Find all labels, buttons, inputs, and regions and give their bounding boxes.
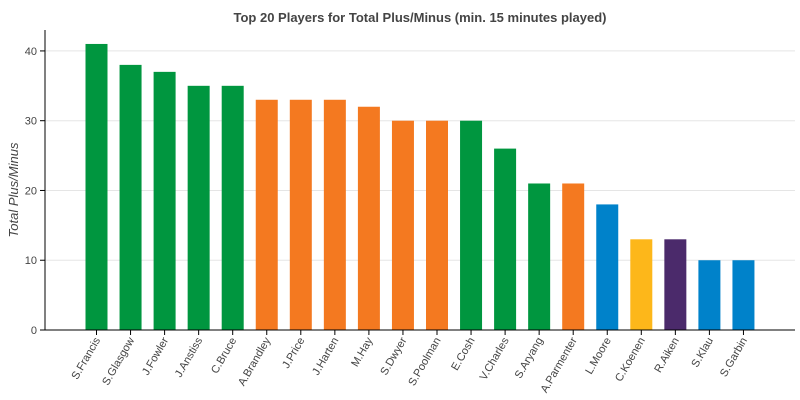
bar-e-cosh (460, 120, 483, 330)
x-tick-label: S.Dwyer (378, 335, 409, 377)
y-tick-label: 30 (25, 116, 37, 128)
bar-s-glasgow (119, 64, 142, 330)
bar-r-aiken (664, 239, 687, 330)
x-tick-label: J.Price (280, 336, 307, 371)
x-tick-label: S.Francis (69, 335, 103, 382)
x-tick-label: C.Bruce (209, 336, 239, 376)
x-tick-label: S.Poolman (406, 336, 443, 389)
x-tick-label: M.Hay (349, 335, 376, 369)
x-tick-label: R.Aiken (652, 336, 682, 375)
x-tick-label: J.Anstiss (173, 335, 206, 380)
bar-s-francis (85, 43, 108, 330)
x-tick-label: E.Cosh (449, 336, 477, 373)
bar-v-charles (494, 148, 517, 330)
y-tick-label: 20 (25, 185, 37, 197)
bar-s-poolman (426, 120, 448, 330)
bar-a-brandley (255, 99, 278, 330)
bar-c-koenen (630, 239, 653, 330)
bars (85, 43, 755, 330)
bar-s-dwyer (391, 120, 414, 330)
x-tick-label: S.Klau (689, 336, 716, 370)
x-tick-label: V.Charles (478, 335, 512, 382)
y-ticks: 0 10 20 30 40 (25, 46, 45, 337)
bar-a-parmenter (562, 183, 585, 330)
x-tick-label: C.Koenen (613, 336, 648, 384)
x-tick-label: S.Garbin (718, 336, 750, 380)
y-tick-label: 0 (31, 325, 37, 337)
x-tick-label: J.Harten (310, 336, 341, 378)
chart-title: Top 20 Players for Total Plus/Minus (min… (234, 10, 607, 25)
x-tick-label: S.Glasgow (100, 335, 137, 387)
bar-j-anstiss (187, 85, 210, 330)
bar-s-garbin (732, 260, 755, 330)
x-tick-label: A.Parmenter (539, 335, 580, 395)
bar-m-hay (357, 106, 380, 330)
x-tick-label: J.Fowler (140, 335, 171, 377)
x-tick-label: L.Moore (583, 336, 614, 377)
y-tick-label: 40 (25, 46, 37, 58)
y-tick-label: 10 (25, 255, 37, 267)
x-tick-label: A.Brandley (236, 335, 274, 388)
bar-s-aryang (528, 183, 551, 330)
y-axis-label: Total Plus/Minus (6, 142, 21, 237)
bar-j-harten (323, 99, 346, 330)
bar-l-moore (596, 204, 619, 330)
bar-j-fowler (153, 71, 176, 330)
bar-j-price (289, 99, 312, 330)
bar-c-bruce (221, 85, 244, 330)
x-tick-label: S.Aryang (513, 336, 546, 381)
bar-s-klau (698, 260, 721, 330)
